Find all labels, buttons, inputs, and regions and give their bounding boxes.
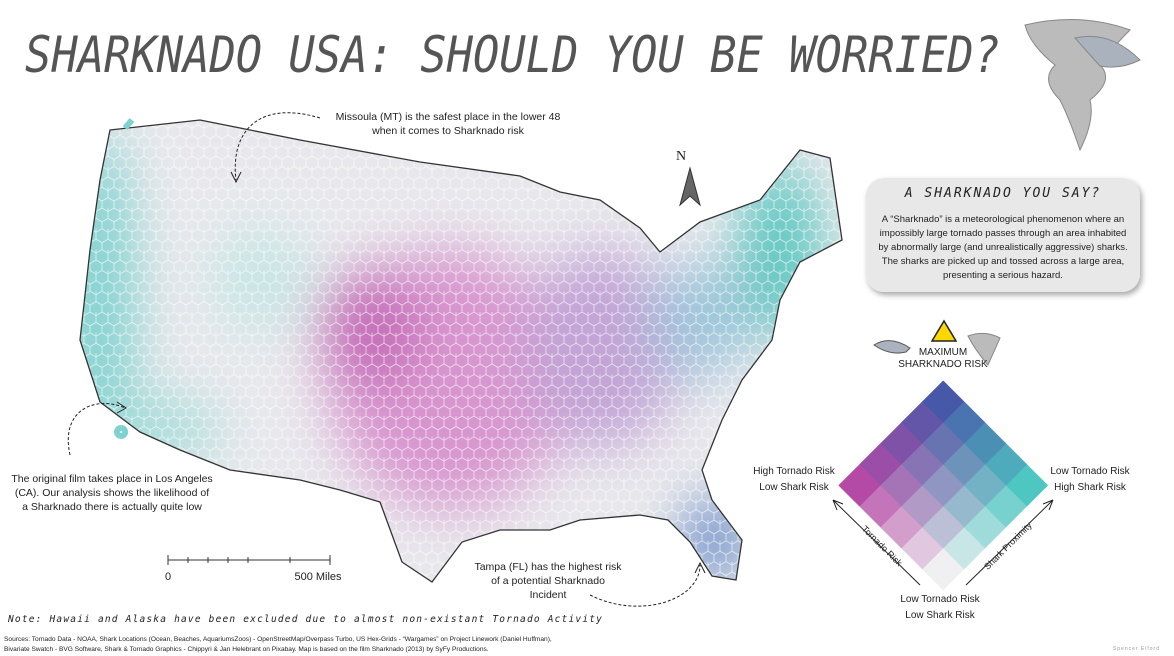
annotation-missoula: Missoula (MT) is the safest place in the…	[336, 111, 561, 123]
axis-arrow-shark	[965, 499, 1054, 586]
credit: Spencer Elford	[1113, 646, 1160, 652]
legend-left: Low Shark Risk	[759, 482, 829, 493]
arrow-tampa	[589, 564, 701, 607]
info-body: impossibly large tornado passes through …	[880, 228, 1127, 239]
axis-arrow-tornado	[832, 499, 921, 586]
warning-icon	[930, 319, 958, 342]
annotation-la: a Sharknado there is actually quite low	[22, 501, 202, 513]
annotation-missoula: when it comes to Sharknado risk	[371, 125, 524, 137]
legend-grid	[838, 380, 1049, 591]
arrowhead	[694, 561, 706, 574]
annotation-la: The original film takes place in Los Ang…	[11, 473, 212, 485]
tornado-icon-small	[967, 332, 1001, 366]
shark-icon	[873, 340, 911, 354]
scale-end: 500 Miles	[294, 571, 342, 583]
islands	[114, 118, 135, 439]
legend-left: High Tornado Risk	[753, 466, 836, 477]
arrowhead	[230, 171, 242, 184]
north-arrow	[679, 166, 701, 207]
us-hex-map	[80, 120, 842, 582]
info-body: presenting a serious hazard.	[943, 270, 1063, 281]
info-body: A “Sharknado” is a meteorological phenom…	[882, 214, 1124, 225]
annotation-tampa: Tampa (FL) has the highest risk	[474, 561, 622, 573]
scale-start: 0	[165, 571, 171, 583]
legend-right: Low Tornado Risk	[1050, 466, 1130, 477]
annotation-tampa: of a potential Sharknado	[491, 575, 605, 587]
info-box	[866, 178, 1140, 292]
sources: Bivariate Swatch - BVG Software, Shark &…	[4, 646, 489, 653]
info-title: A SHARKNADO YOU SAY?	[904, 186, 1102, 201]
info-body: The sharks are picked up and tossed acro…	[882, 256, 1124, 267]
note: Note: Hawaii and Alaska have been exclud…	[7, 614, 603, 625]
legend-bottom: Low Tornado Risk	[900, 594, 980, 605]
scale-bar	[167, 555, 331, 565]
annotation-la: (CA). Our analysis shows the likelihood …	[15, 487, 209, 499]
tornado-icon	[1024, 19, 1141, 152]
arrowhead	[116, 401, 127, 414]
annotation-tampa: Incident	[530, 589, 567, 601]
sources: Sources: Tornado Data - NOAA, Shark Loca…	[4, 636, 552, 643]
legend-top: MAXIMUM	[919, 347, 967, 358]
north-label: N	[676, 149, 686, 164]
title: SHARKNADO USA: SHOULD YOU BE WORRIED?	[25, 26, 1000, 84]
legend-right: High Shark Risk	[1054, 482, 1127, 493]
info-body: by abnormally large (and unrealistically…	[878, 242, 1127, 253]
legend-bottom: Low Shark Risk	[905, 610, 975, 621]
legend-top: SHARKNADO RISK	[898, 359, 988, 370]
